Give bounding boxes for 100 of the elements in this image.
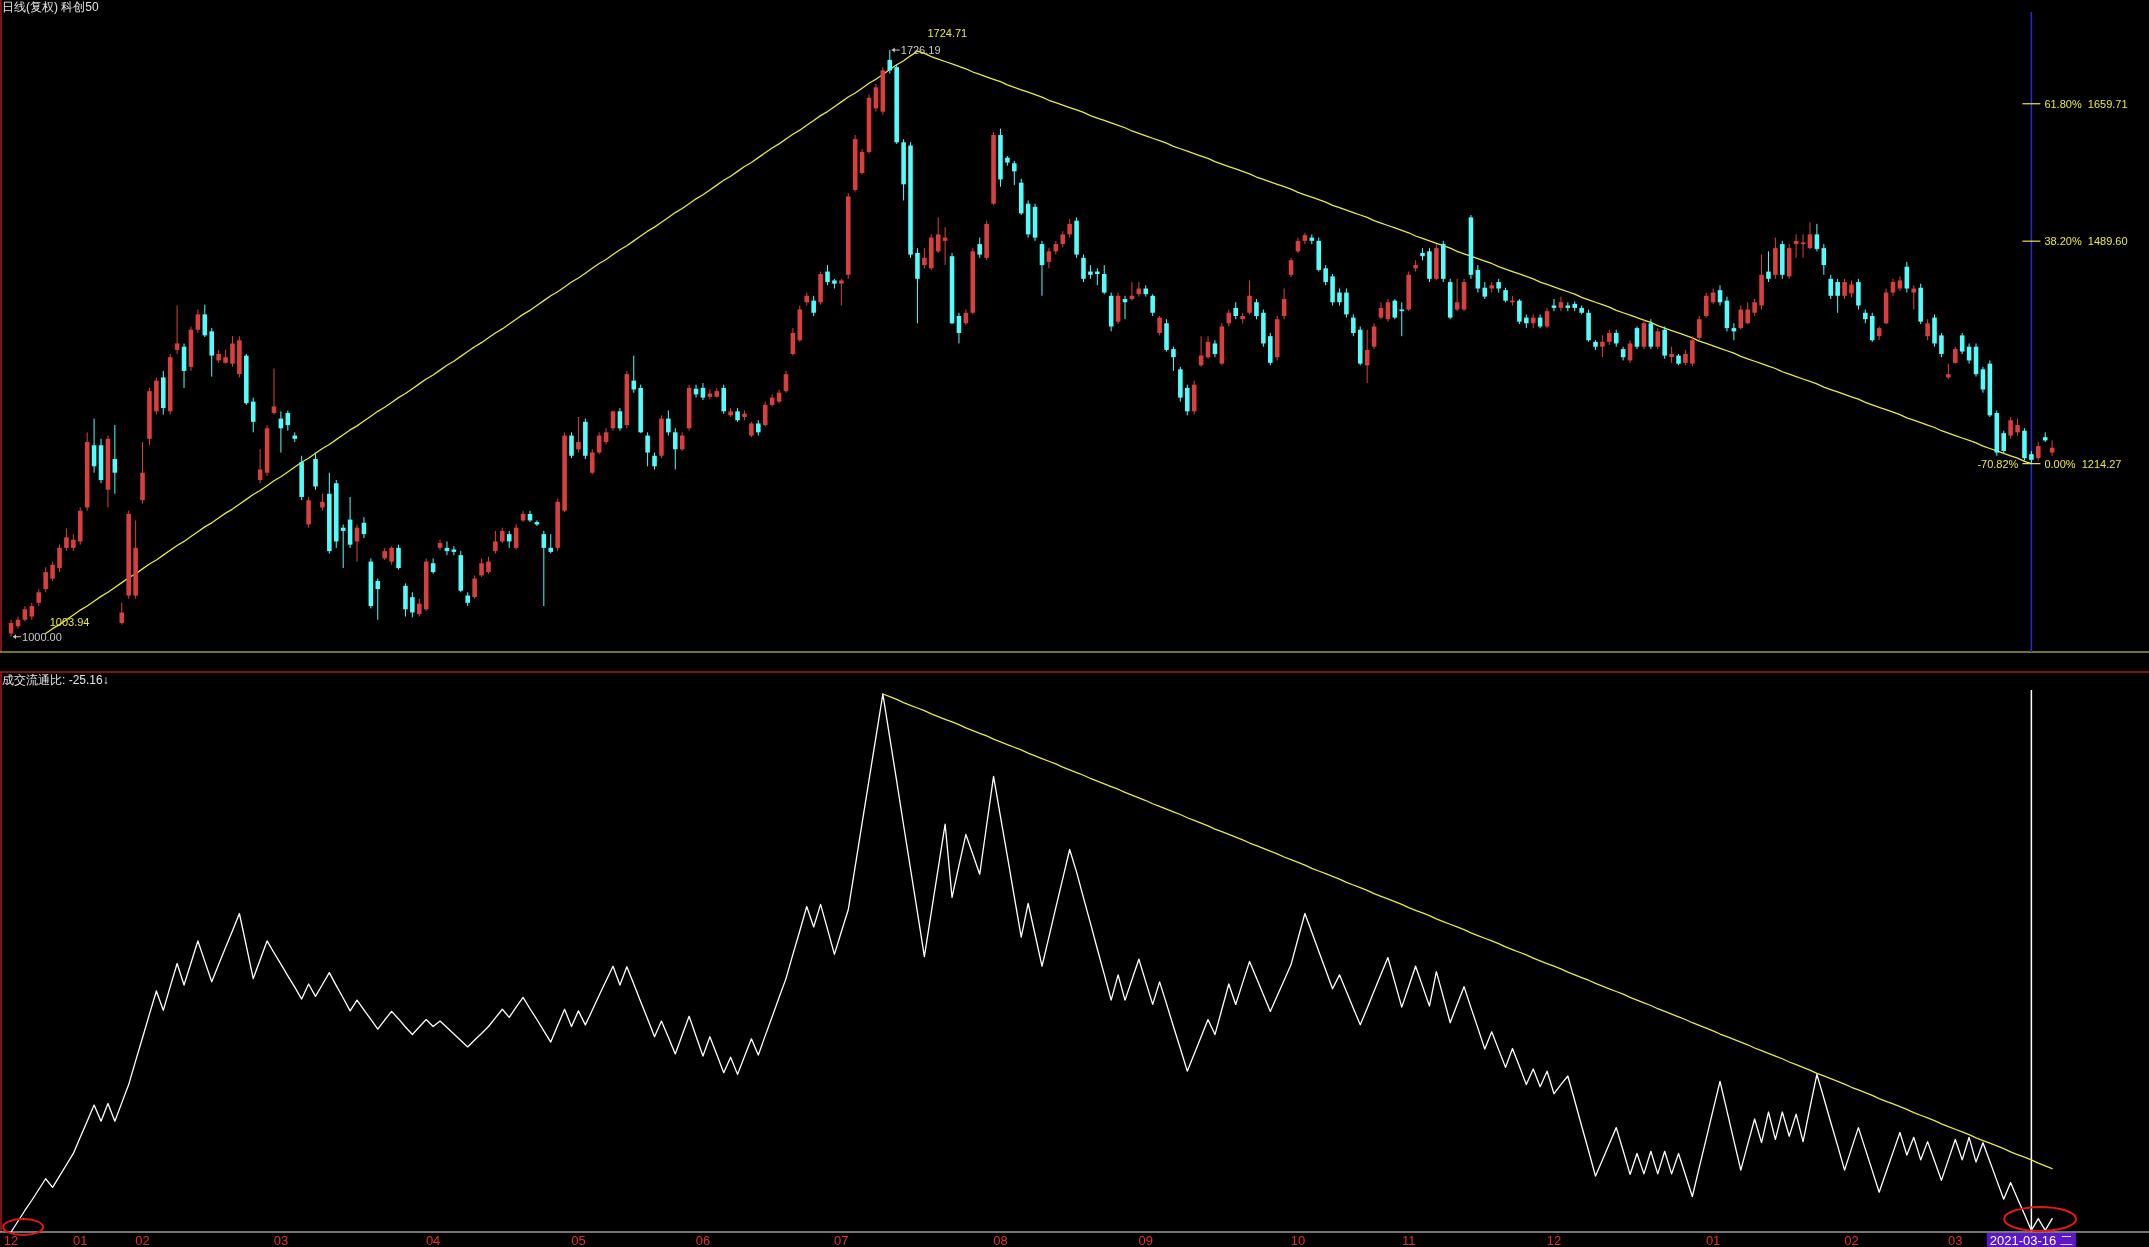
candlestick (1690, 335, 1695, 367)
candlestick (493, 530, 498, 555)
x-tick-label: 12 (3, 1233, 19, 1247)
candlestick (1150, 293, 1155, 317)
x-tick-label: 03 (1948, 1233, 1963, 1247)
x-tick-label: 02 (1844, 1233, 1859, 1247)
candlestick (50, 561, 55, 582)
x-tick-label: 06 (695, 1233, 711, 1247)
candlestick (576, 416, 581, 454)
candlestick (230, 335, 235, 368)
candlestick (1925, 318, 1930, 341)
candlestick (1959, 332, 1965, 355)
x-tick-label: 12 (1546, 1233, 1562, 1247)
candlestick (2049, 439, 2055, 457)
candlestick (1856, 278, 1861, 311)
candlestick (437, 539, 443, 551)
x-tick-label: 02 (135, 1233, 150, 1247)
candlestick (825, 264, 830, 286)
candlestick (1184, 384, 1190, 416)
candlestick (1558, 296, 1564, 312)
x-tick-label: 11 (1401, 1233, 1416, 1247)
candlestick (1081, 254, 1086, 283)
candlestick (1828, 274, 1834, 300)
x-tick-label: 01 (1705, 1233, 1721, 1247)
candlestick (1454, 278, 1460, 312)
candlestick (1344, 288, 1349, 319)
candlestick (1696, 315, 1702, 341)
candlestick (1101, 264, 1107, 295)
candlestick (922, 247, 927, 269)
candlestick (839, 278, 844, 306)
candlestick (1171, 346, 1176, 372)
candlestick (1302, 232, 1308, 245)
candlestick (472, 574, 477, 600)
candlestick (569, 431, 574, 459)
candlestick (1254, 298, 1259, 320)
x-tick-label: 09 (1138, 1233, 1153, 1247)
candlestick (1600, 334, 1605, 358)
candlestick (977, 237, 982, 259)
candlestick (1157, 315, 1162, 336)
x-tick-label: 10 (1290, 1233, 1306, 1247)
candlestick (1351, 313, 1356, 337)
candlestick (2008, 416, 2013, 440)
candlestick (1648, 318, 1654, 350)
candlestick (589, 448, 595, 475)
candlestick (271, 368, 277, 416)
candlestick (174, 304, 180, 355)
chart-title: 日线(复权) 科创50 (2, 0, 99, 14)
candlestick (1766, 250, 1771, 283)
candlestick (1641, 318, 1647, 350)
candlestick (1323, 264, 1328, 286)
note-candle: 1726.19 (891, 44, 941, 57)
value-label: 1724.71 (927, 27, 968, 40)
candlestick (43, 566, 48, 593)
note-candle: 1000.00 (12, 630, 62, 643)
x-tick-label: 04 (425, 1233, 441, 1247)
annotation: -70.82% (1977, 457, 2019, 470)
candlestick (1655, 327, 1661, 350)
candlestick (811, 295, 816, 317)
candlestick (1551, 298, 1557, 312)
candlestick (250, 397, 256, 433)
candlestick (2036, 441, 2041, 462)
candlestick (1371, 322, 1377, 350)
candlestick (389, 545, 394, 566)
candlestick (451, 545, 457, 556)
candlestick (548, 533, 554, 555)
candlestick (1517, 298, 1522, 325)
ref-line-label: 38.20% 1489.60 (2044, 235, 2128, 248)
candlestick (1067, 218, 1072, 239)
annotation: 1000.00 (22, 630, 62, 643)
x-tick-label: 01 (73, 1233, 88, 1247)
x-tick-label: 08 (993, 1233, 1008, 1247)
candlestick (403, 582, 408, 618)
candlestick (1835, 278, 1840, 314)
candlestick (1012, 160, 1017, 186)
candlestick (1800, 233, 1806, 259)
candlestick (119, 602, 125, 626)
candlestick (1288, 257, 1294, 278)
candlestick (2001, 430, 2006, 455)
x-tick-label: 03 (273, 1233, 289, 1247)
candlestick (1745, 301, 1750, 325)
candlestick (1046, 247, 1052, 269)
candlestick (1939, 332, 1944, 358)
ref-line-label: 61.80% 1659.71 (2044, 97, 2128, 110)
candlestick (375, 578, 381, 621)
candlestick (673, 427, 678, 470)
candlestick (57, 544, 62, 573)
candlestick (631, 355, 637, 394)
candlestick (1247, 279, 1252, 315)
x-tick-label: 07 (834, 1233, 849, 1247)
chart-title: 成交流通比: -25.16↓ (2, 673, 109, 687)
candlestick (666, 410, 671, 437)
x-tick-label: 2021-03-16 二 (1989, 1233, 2073, 1247)
candlestick (195, 309, 201, 334)
annotation: 1726.19 (900, 44, 941, 57)
candlestick (64, 527, 69, 552)
x-tick-label: 05 (571, 1233, 586, 1247)
candlestick (887, 49, 893, 75)
candlestick (479, 557, 484, 578)
candlestick (1814, 223, 1820, 252)
candlestick (721, 384, 726, 415)
